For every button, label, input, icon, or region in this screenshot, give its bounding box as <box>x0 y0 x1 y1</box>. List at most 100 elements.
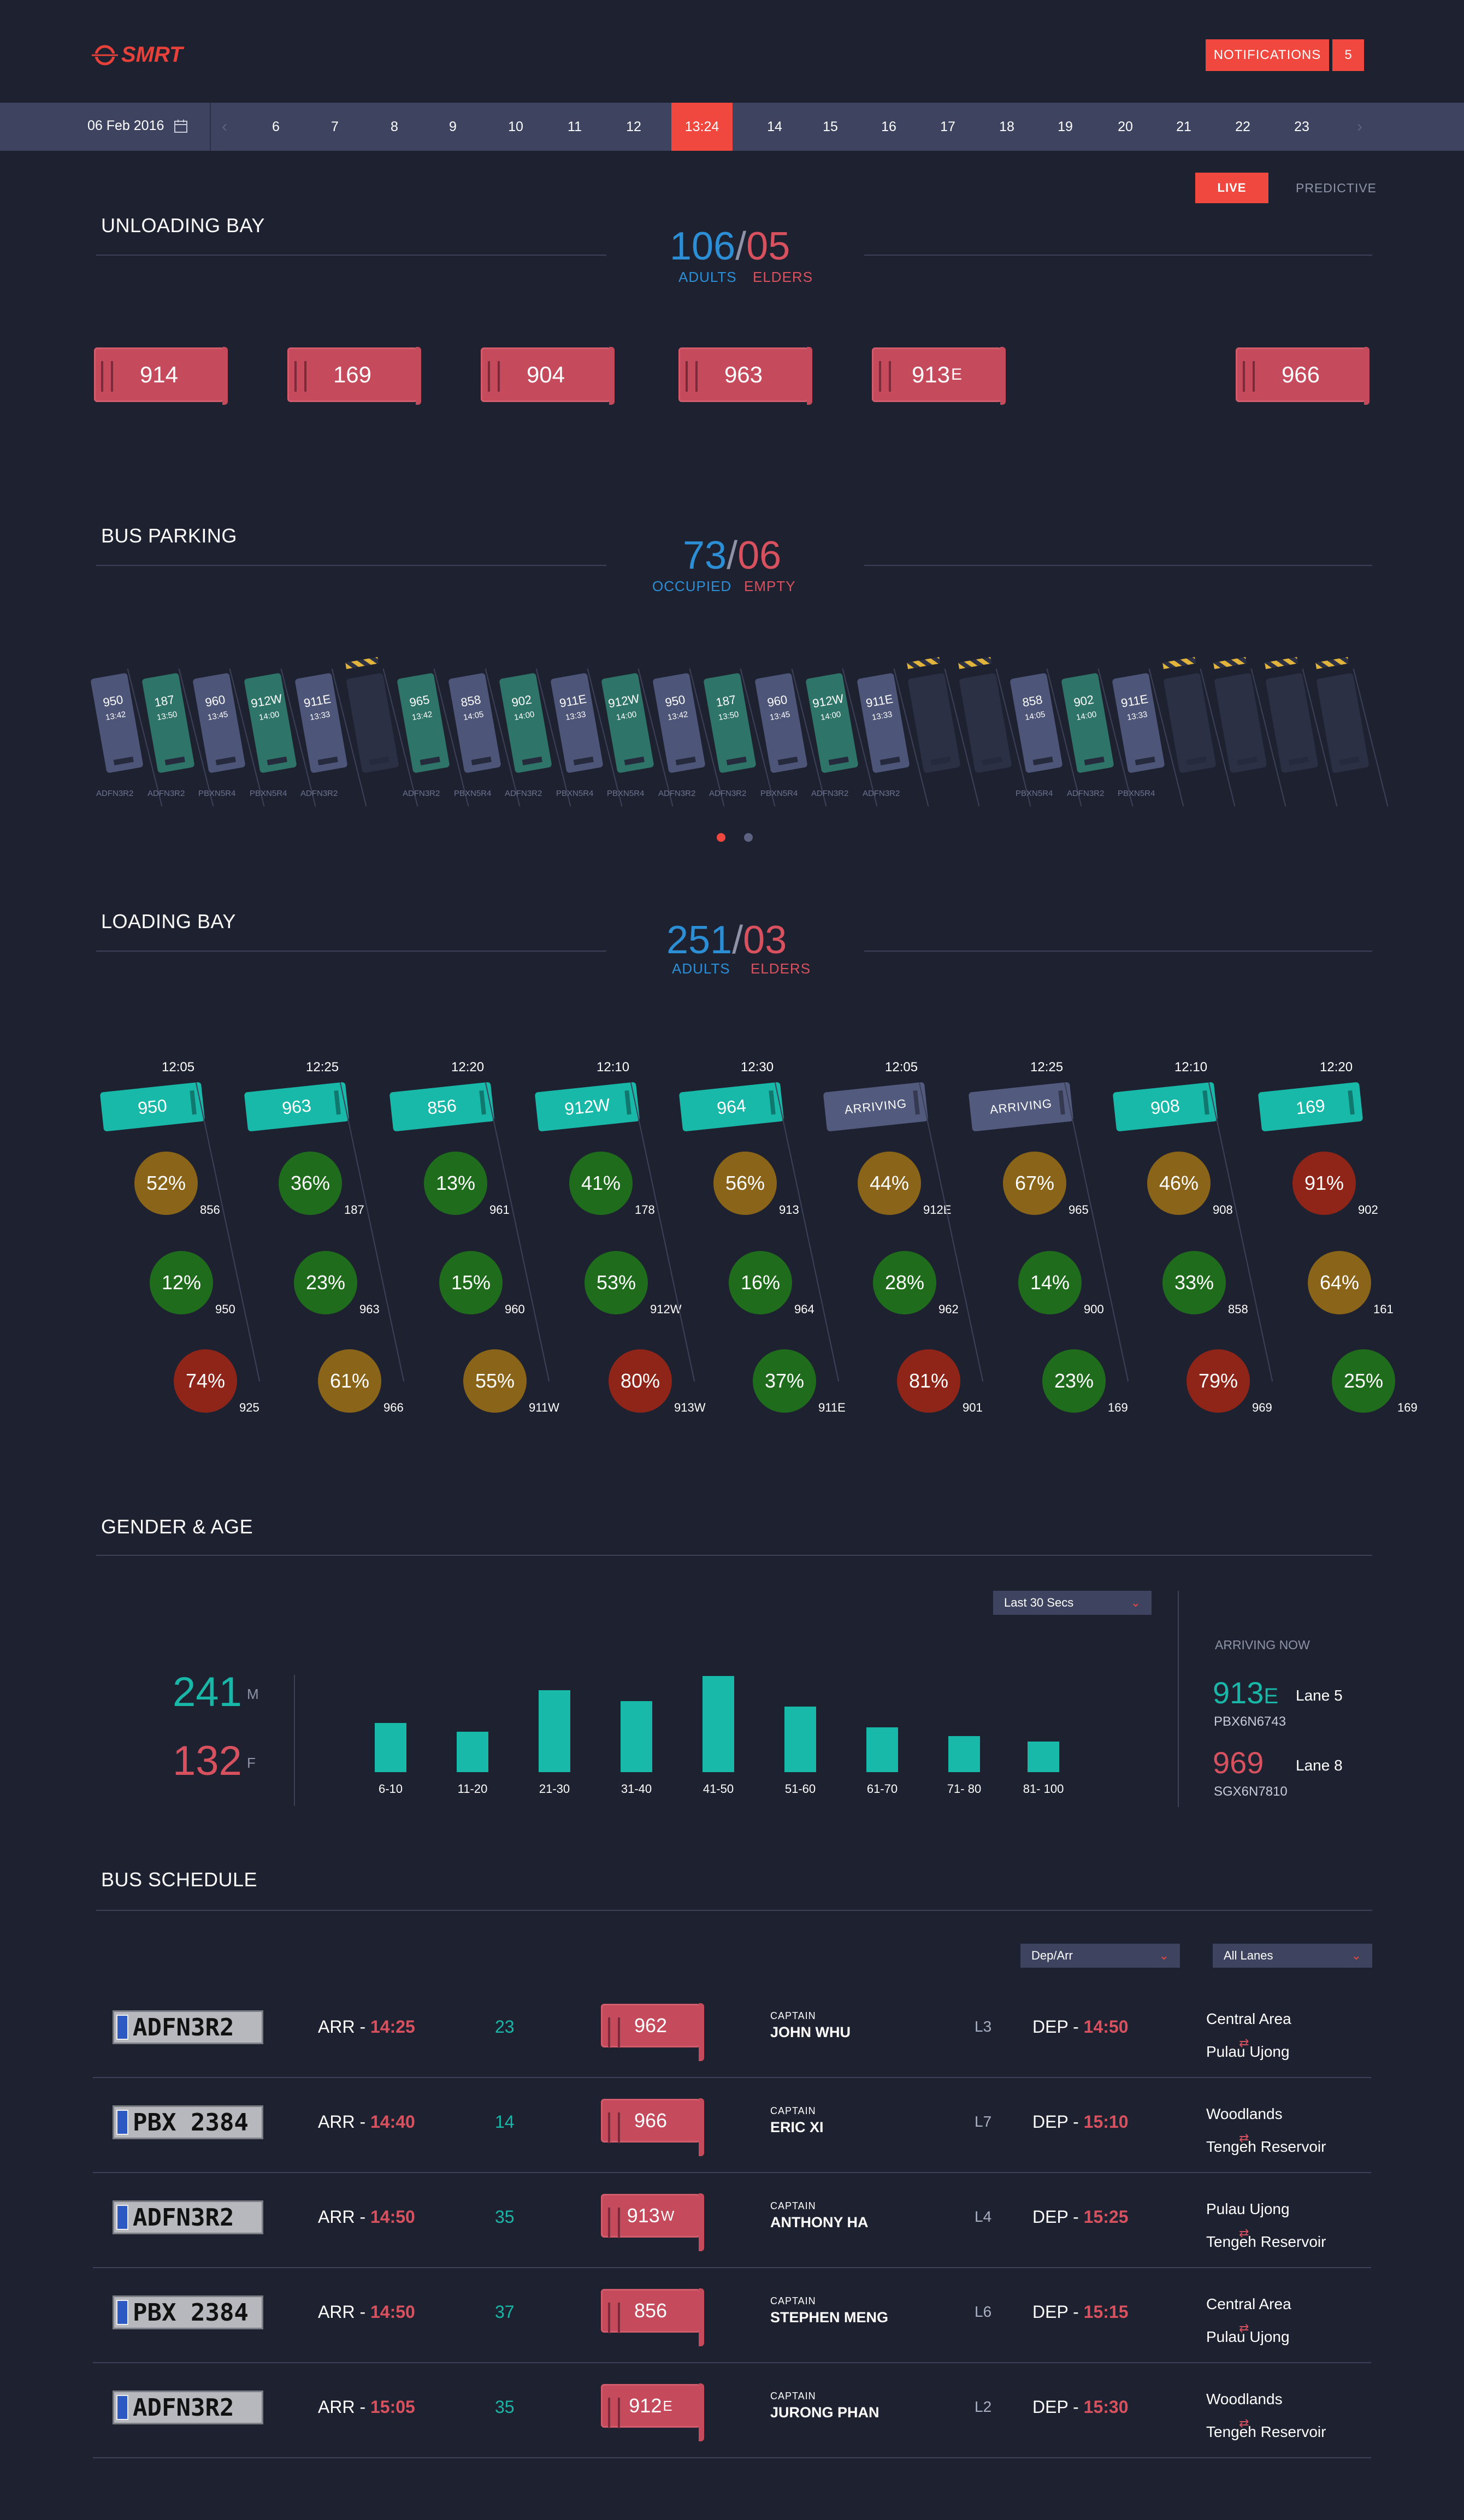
timeline-hour-14[interactable]: 14 <box>767 119 782 134</box>
timeline-hour-10[interactable]: 10 <box>508 119 523 134</box>
schedule-bus-badge[interactable]: 913 W <box>601 2193 704 2251</box>
license-plate: ADFN3R2 <box>113 2391 263 2424</box>
occupancy-circle[interactable]: 14% <box>1018 1251 1082 1314</box>
occupancy-circle[interactable]: 52% <box>134 1152 198 1215</box>
loading-bus-badge[interactable]: 856 <box>389 1082 495 1132</box>
unloading-bus-badge[interactable]: 914 <box>94 347 228 405</box>
occupancy-circle[interactable]: 15% <box>439 1251 503 1314</box>
notifications-button[interactable]: NOTIFICATIONS 5 <box>1206 39 1364 71</box>
schedule-row[interactable]: ADFN3R2 ARR - 15:05 35 912 E CAPTAIN JURONG PH… <box>93 2362 1371 2458</box>
schedule-bus-badge[interactable]: 912 E <box>601 2383 704 2441</box>
age-bar-61-70[interactable] <box>866 1727 898 1772</box>
timeline-hour-21[interactable]: 21 <box>1176 119 1191 134</box>
timeline-current-time[interactable]: 13:24 <box>671 103 733 151</box>
arriving-bus-number[interactable]: 913E <box>1213 1675 1278 1710</box>
arriving-bus-badge[interactable]: ARRIVING <box>968 1082 1074 1132</box>
unloading-bus-badge[interactable]: 913 E <box>872 347 1006 405</box>
age-bar-41-50[interactable] <box>703 1676 734 1772</box>
age-bar-71-80[interactable] <box>948 1736 980 1772</box>
occupancy-circle[interactable]: 44% <box>858 1152 921 1215</box>
occupancy-circle[interactable]: 74% <box>174 1349 237 1413</box>
occupancy-circle[interactable]: 81% <box>897 1349 960 1413</box>
timeline-hour-19[interactable]: 19 <box>1058 119 1073 134</box>
occupancy-circle[interactable]: 53% <box>585 1251 648 1314</box>
pager-dot[interactable] <box>717 833 725 842</box>
arrival-value: 14:50 <box>370 2302 415 2322</box>
schedule-bus-badge[interactable]: 962 <box>601 2003 704 2061</box>
loading-bus-badge[interactable]: 908 <box>1112 1082 1218 1132</box>
occupancy-circle[interactable]: 56% <box>713 1152 777 1215</box>
timeline-hour-20[interactable]: 20 <box>1118 119 1133 134</box>
occupancy-circle[interactable]: 36% <box>279 1152 342 1215</box>
loading-bus-badge[interactable]: 169 <box>1258 1082 1363 1132</box>
lane-code: L2 <box>975 2398 992 2415</box>
live-toggle-button[interactable]: LIVE <box>1195 173 1268 203</box>
age-bar-21-30[interactable] <box>539 1690 570 1772</box>
occupancy-circle[interactable]: 28% <box>873 1251 936 1314</box>
pager-dot[interactable] <box>744 833 753 842</box>
timeline-hour-9[interactable]: 9 <box>449 119 457 134</box>
occupancy-circle[interactable]: 25% <box>1332 1349 1395 1413</box>
loading-bus-badge[interactable]: 964 <box>678 1082 784 1132</box>
timeline-hour-16[interactable]: 16 <box>881 119 896 134</box>
arriving-bus-number[interactable]: 969 <box>1213 1745 1264 1780</box>
timeline-next-icon[interactable]: › <box>1357 117 1362 135</box>
lane-filter-select[interactable]: All Lanes ⌄ <box>1213 1944 1372 1968</box>
occupancy-circle[interactable]: 23% <box>294 1251 357 1314</box>
time-range-select[interactable]: Last 30 Secs ⌄ <box>993 1591 1152 1615</box>
occupancy-circle[interactable]: 80% <box>609 1349 672 1413</box>
loading-bus-badge[interactable]: 912W <box>534 1082 640 1132</box>
occupancy-circle[interactable]: 79% <box>1186 1349 1250 1413</box>
age-bar-6-10[interactable] <box>375 1723 406 1772</box>
schedule-bus-badge[interactable]: 856 <box>601 2288 704 2346</box>
occupancy-circle[interactable]: 91% <box>1292 1152 1356 1215</box>
timeline-hour-22[interactable]: 22 <box>1235 119 1250 134</box>
timeline-hour-6[interactable]: 6 <box>272 119 280 134</box>
schedule-row[interactable]: PBX 2384 ARR - 14:40 14 966 CAPTAIN ERIC XI L7… <box>93 2077 1371 2173</box>
parking-bus-number: 965 <box>408 692 431 710</box>
unloading-bus-badge[interactable]: 966 <box>1236 347 1369 405</box>
timeline-hour-15[interactable]: 15 <box>823 119 838 134</box>
schedule-bus-badge[interactable]: 966 <box>601 2098 704 2156</box>
age-bar-51-60[interactable] <box>784 1707 816 1772</box>
direction-filter-select[interactable]: Dep/Arr ⌄ <box>1020 1944 1180 1968</box>
occupancy-circle[interactable]: 61% <box>318 1349 381 1413</box>
arriving-bus-badge[interactable]: ARRIVING <box>823 1082 929 1132</box>
occupancy-circle[interactable]: 37% <box>753 1349 816 1413</box>
occupancy-circle[interactable]: 12% <box>150 1251 213 1314</box>
unloading-bus-badge[interactable]: 904 <box>481 347 615 405</box>
schedule-row[interactable]: ADFN3R2 ARR - 14:50 35 913 W CAPTAIN ANTHONY H… <box>93 2172 1371 2268</box>
parking-slot[interactable]: 950 13:42 <box>90 672 144 774</box>
timeline-hour-18[interactable]: 18 <box>999 119 1014 134</box>
unloading-bus-badge[interactable]: 963 <box>678 347 812 405</box>
schedule-row[interactable]: ADFN3R2 ARR - 14:25 23 962 CAPTAIN JOHN WHU L3… <box>93 1982 1371 2078</box>
occupancy-circle[interactable]: 67% <box>1003 1152 1066 1215</box>
occupancy-circle[interactable]: 16% <box>729 1251 792 1314</box>
loading-bus-badge[interactable]: 950 <box>99 1082 205 1132</box>
timeline-hour-12[interactable]: 12 <box>626 119 641 134</box>
occupancy-circle[interactable]: 64% <box>1308 1251 1371 1314</box>
occupancy-circle[interactable]: 41% <box>569 1152 633 1215</box>
bus-parking-title: BUS PARKING <box>101 524 237 547</box>
timeline-hour-23[interactable]: 23 <box>1294 119 1309 134</box>
occupancy-bus-label: 969 <box>1252 1401 1272 1414</box>
predictive-toggle-button[interactable]: PREDICTIVE <box>1296 180 1377 195</box>
schedule-row[interactable]: PBX 2384 ARR - 14:50 37 856 CAPTAIN STEPHEN M… <box>93 2267 1371 2363</box>
age-bar-31-40[interactable] <box>621 1701 652 1772</box>
occupancy-circle[interactable]: 55% <box>463 1349 527 1413</box>
age-bar-81-100[interactable] <box>1028 1742 1059 1772</box>
timeline-hour-8[interactable]: 8 <box>391 119 398 134</box>
timeline-prev-icon[interactable]: ‹ <box>222 117 227 135</box>
age-bar-11-20[interactable] <box>457 1732 488 1772</box>
occupancy-circle[interactable]: 13% <box>424 1152 487 1215</box>
occupancy-circle[interactable]: 23% <box>1042 1349 1106 1413</box>
date-picker[interactable]: 06 Feb 2016 <box>87 118 188 134</box>
timeline-hour-7[interactable]: 7 <box>331 119 339 134</box>
loading-bus-badge[interactable]: 963 <box>244 1082 350 1132</box>
unloading-bus-badge[interactable]: 169 <box>287 347 421 405</box>
occupancy-circle[interactable]: 46% <box>1147 1152 1211 1215</box>
smrt-logo[interactable]: SMRT <box>92 43 183 67</box>
timeline-hour-11[interactable]: 11 <box>568 119 582 134</box>
occupancy-circle[interactable]: 33% <box>1162 1251 1226 1314</box>
timeline-hour-17[interactable]: 17 <box>940 119 955 134</box>
